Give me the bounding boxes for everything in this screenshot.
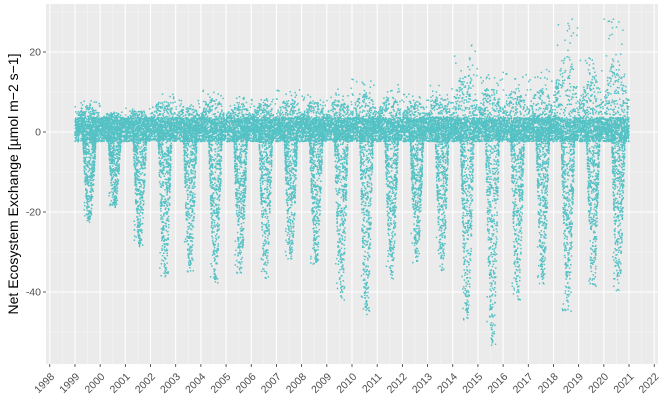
x-tick-label: 2000 [82,371,107,396]
x-tick-label: 2012 [385,371,410,396]
x-tick-label: 2019 [561,371,586,396]
y-axis-ticks: -40 -20 0 20 [26,47,46,299]
x-tick-label: 2015 [460,371,485,396]
x-tick-label: 2022 [637,371,662,396]
x-axis-ticks: 1998 1999 2000 2001 2002 2003 2004 2005 2006 2007… [32,364,662,396]
y-axis-title: Net Ecosystem Exchange [µmol m−2 s−1] [5,54,21,315]
x-tick-label: 2017 [511,371,536,396]
x-tick-label: 2002 [133,371,158,396]
x-tick-label: 2007 [259,371,284,396]
x-tick-label: 2013 [410,371,435,396]
x-tick-label: 2009 [309,371,334,396]
data-points [74,18,630,346]
x-tick-label: 2018 [536,371,561,396]
y-tick-label: 0 [35,127,41,139]
y-tick-label: -40 [26,287,41,299]
major-gridlines [46,4,658,364]
x-tick-label: 2016 [485,371,510,396]
x-tick-label: 2014 [435,371,460,396]
scatter-points [74,18,630,346]
x-tick-label: 2005 [208,371,233,396]
x-tick-label: 1998 [32,371,57,396]
x-tick-label: 2008 [284,371,309,396]
x-tick-label: 1999 [57,371,82,396]
x-tick-label: 2020 [586,371,611,396]
x-tick-label: 2011 [360,371,385,396]
y-tick-label: 20 [29,47,41,59]
x-tick-label: 2006 [234,371,259,396]
x-tick-label: 2003 [158,371,183,396]
x-tick-label: 2001 [108,371,133,396]
x-tick-label: 2004 [183,371,208,396]
x-tick-label: 2010 [334,371,359,396]
y-tick-label: -20 [26,207,41,219]
x-tick-label: 2021 [611,371,636,396]
